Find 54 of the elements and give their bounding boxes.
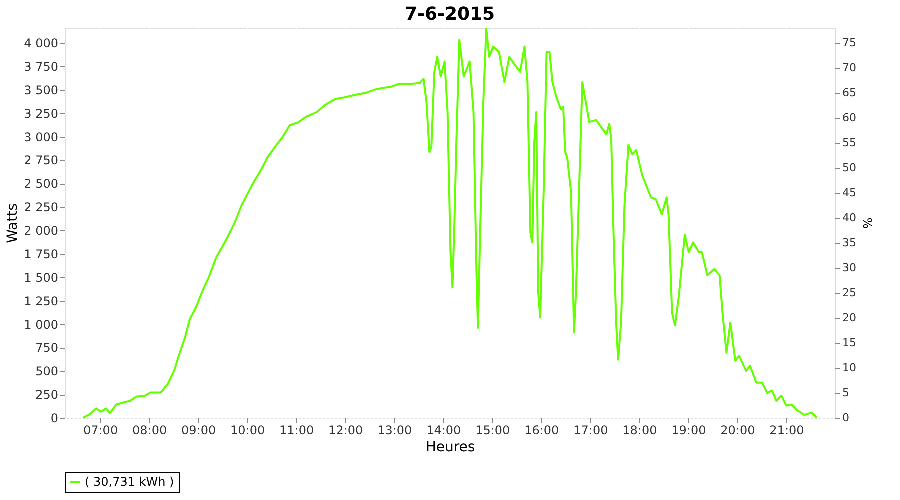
y-axis-title: Watts (5, 204, 22, 244)
x-tick-label: 16:00 (524, 424, 560, 438)
y2-tick-label: 15 (842, 336, 856, 350)
y2-tick-label: 70 (842, 62, 856, 74)
x-tick-label: 14:00 (426, 424, 462, 438)
y2-tick-label: 10 (842, 362, 856, 374)
y2-tick-label: 35 (842, 236, 856, 250)
x-tick-label: 15:00 (476, 424, 510, 438)
y2-tick-label: 65 (842, 86, 856, 100)
chart-title: 7-6-2015 (404, 4, 496, 25)
x-tick-label: 21:00 (770, 424, 804, 438)
y-tick-label: 3 750 (24, 60, 58, 74)
x-tick-label: 20:00 (720, 424, 756, 438)
y2-tick-label: 30 (842, 262, 856, 274)
y2-tick-label: 25 (842, 286, 856, 300)
y2-tick-label: 20 (842, 312, 856, 324)
x-tick-label: 19:00 (672, 424, 706, 438)
x-tick-label: 08:00 (132, 424, 168, 438)
y-tick-label: 250 (36, 388, 58, 402)
x-axis-title: Heures (426, 440, 476, 456)
y-tick-label: 2 000 (24, 224, 58, 238)
y2-tick-label: 60 (842, 112, 856, 124)
y-tick-label: 2 500 (24, 177, 58, 192)
y-tick-label: 1 750 (24, 247, 58, 262)
legend-label: ( 30,731 kWh ) (85, 475, 174, 489)
y2-tick-label: 50 (842, 162, 856, 174)
y-tick-label: 4 000 (24, 36, 58, 50)
y2-tick-label: 45 (842, 186, 856, 200)
x-tick-label: 12:00 (328, 424, 364, 438)
y2-tick-label: 75 (842, 36, 856, 50)
y2-tick-label: 55 (842, 136, 856, 150)
y2-tick-label: 0 (842, 412, 850, 424)
x-tick-label: 18:00 (622, 424, 658, 438)
y-tick-label: 0 (50, 412, 58, 426)
y-tick-label: 2 750 (24, 154, 58, 168)
x-tick-label: 09:00 (182, 424, 216, 438)
y2-tick-label: 40 (842, 212, 856, 224)
y-tick-label: 1 000 (24, 318, 58, 332)
y2-tick-label: 5 (842, 386, 850, 400)
x-tick-label: 17:00 (574, 424, 608, 438)
x-tick-label: 10:00 (230, 424, 266, 438)
y-tick-label: 3 250 (24, 106, 58, 121)
y-tick-label: 1 500 (24, 270, 58, 285)
x-tick-label: 13:00 (378, 424, 412, 438)
y-tick-label: 750 (36, 341, 58, 356)
x-tick-label: 07:00 (83, 424, 118, 438)
y2-axis-title: % (860, 218, 874, 230)
y-tick-label: 500 (36, 364, 58, 379)
x-tick-label: 11:00 (280, 424, 314, 438)
line-series (82, 28, 818, 419)
y-tick-label: 2 250 (24, 200, 58, 215)
y-tick-label: 3 000 (24, 130, 58, 144)
y-tick-label: 1 250 (24, 294, 58, 308)
y-tick-label: 3 500 (24, 83, 58, 98)
